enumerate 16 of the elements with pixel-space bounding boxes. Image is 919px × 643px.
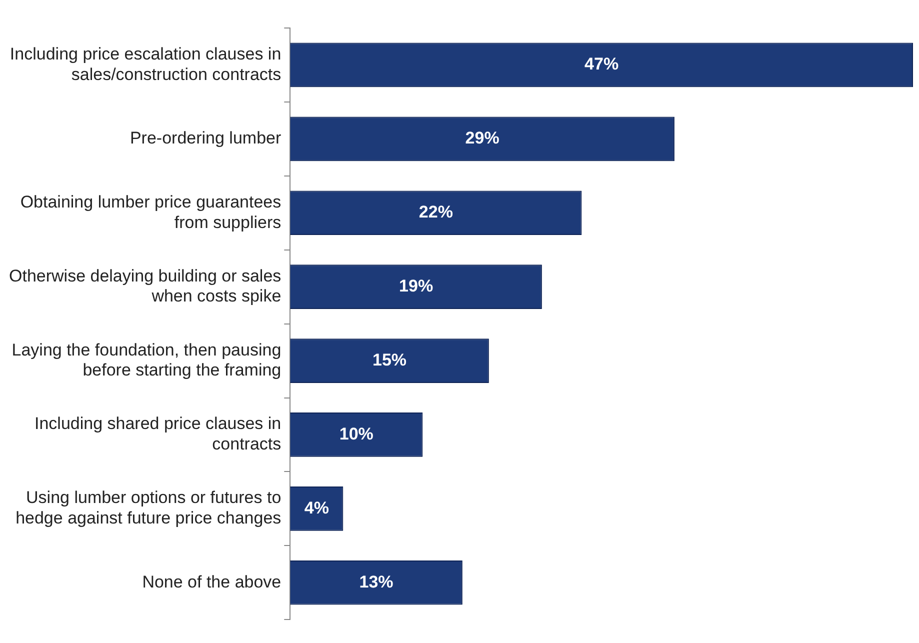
y-tick-label: None of the above bbox=[142, 572, 282, 592]
y-tick-label: Laying the foundation, then pausing before starting the framing bbox=[12, 340, 282, 380]
y-tick-label: Using lumber options or futures to hedge against future price changes bbox=[16, 488, 282, 528]
y-tick-label: Including shared price clauses in contracts bbox=[34, 414, 282, 454]
y-tick-label: Pre-ordering lumber bbox=[130, 128, 282, 148]
data-label: 15% bbox=[372, 350, 407, 370]
data-label: 22% bbox=[418, 202, 453, 222]
data-label: 4% bbox=[304, 498, 329, 518]
y-tick-label: Obtaining lumber price guarantees from suppliers bbox=[20, 192, 282, 232]
data-label: 13% bbox=[359, 572, 394, 592]
data-label: 47% bbox=[584, 54, 619, 74]
data-label: 10% bbox=[339, 424, 374, 444]
data-label: 19% bbox=[399, 276, 434, 296]
y-tick-label: Including price escalation clauses in sales/construction contracts bbox=[10, 44, 282, 84]
data-label: 29% bbox=[465, 128, 500, 148]
y-tick-label: Otherwise delaying building or sales when costs spike bbox=[8, 266, 282, 306]
